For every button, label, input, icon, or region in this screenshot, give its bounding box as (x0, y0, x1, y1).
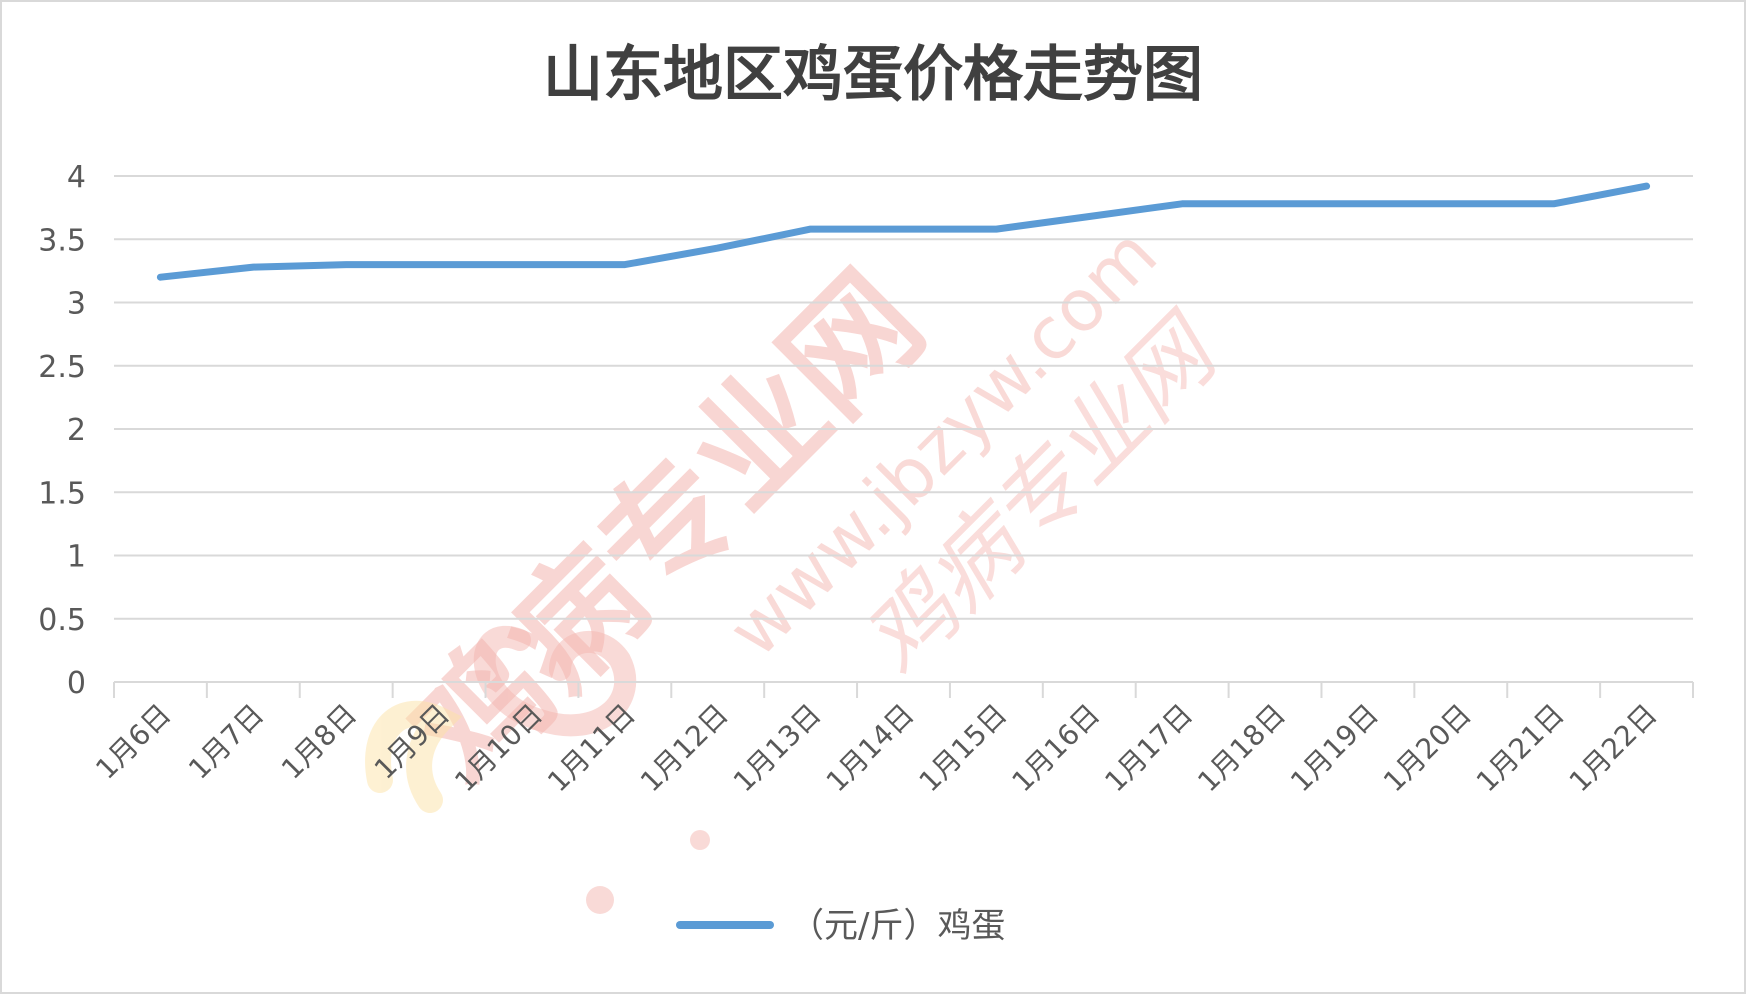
y-axis-ticks: 0 0.5 1 1.5 2 2.5 3 3.5 4 (38, 160, 86, 701)
series-line (156, 182, 1651, 281)
y-tick-label: 4 (67, 160, 86, 195)
y-tick-label: 0 (67, 666, 86, 701)
grid-layer (114, 175, 1693, 620)
legend-label: （元/斤）鸡蛋 (790, 906, 1005, 946)
legend: （元/斤）鸡蛋 (676, 906, 1005, 946)
series-layer (156, 182, 1651, 281)
y-tick-label: 3.5 (38, 223, 86, 258)
y-tick-label: 0.5 (38, 603, 86, 638)
watermark-rooster-logo (365, 625, 710, 914)
chart-title: 山东地区鸡蛋价格走势图 (543, 40, 1203, 110)
y-tick-label: 1 (67, 540, 86, 575)
y-tick-label: 2 (67, 413, 86, 448)
y-tick-label: 3 (67, 287, 86, 322)
y-tick-label: 1.5 (38, 476, 86, 511)
y-tick-label: 2.5 (38, 350, 86, 385)
